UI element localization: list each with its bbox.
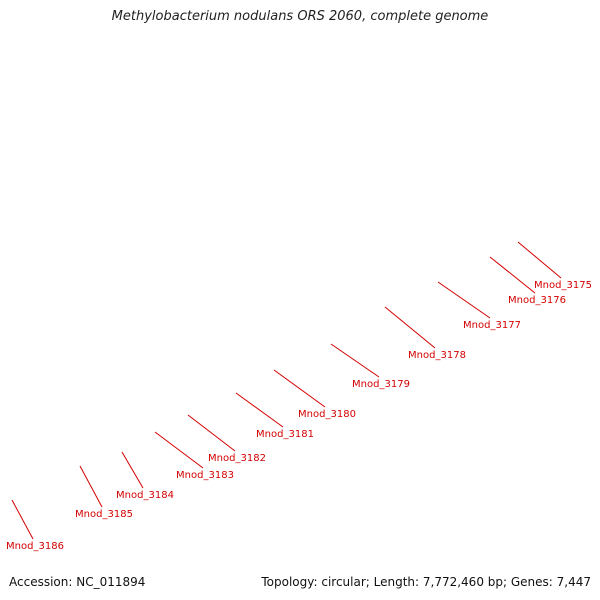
gene-leader-line [517, 241, 562, 279]
accession-text: Accession: NC_011894 [9, 575, 146, 589]
gene-leader-line [437, 281, 491, 319]
gene-leader-line [187, 414, 236, 452]
gene-label: Mnod_3182 [208, 453, 266, 464]
gene-leader-line [330, 343, 380, 378]
topology-text: Topology: circular; Length: 7,772,460 bp… [261, 575, 591, 589]
gene-leader-line [489, 256, 536, 294]
gene-leader-line [11, 499, 34, 540]
gene-label: Mnod_3183 [176, 470, 234, 481]
gene-leader-line [154, 431, 204, 469]
gene-leader-line [121, 451, 144, 489]
gene-label: Mnod_3178 [408, 350, 466, 361]
gene-label: Mnod_3177 [463, 320, 521, 331]
gene-label: Mnod_3180 [298, 409, 356, 420]
gene-label: Mnod_3179 [352, 379, 410, 390]
map-title: Methylobacterium nodulans ORS 2060, comp… [111, 9, 489, 24]
gene-label: Mnod_3186 [6, 541, 64, 552]
gene-leader-line [79, 465, 103, 508]
gene-leader-line [384, 306, 436, 349]
gene-label: Mnod_3185 [75, 509, 133, 520]
gene-label: Mnod_3175 [534, 280, 592, 291]
gene-label: Mnod_3181 [256, 429, 314, 440]
gene-label: Mnod_3184 [116, 490, 174, 501]
gene-leader-line [235, 392, 284, 428]
gene-label: Mnod_3176 [508, 295, 566, 306]
gene-leader-line [273, 369, 326, 408]
